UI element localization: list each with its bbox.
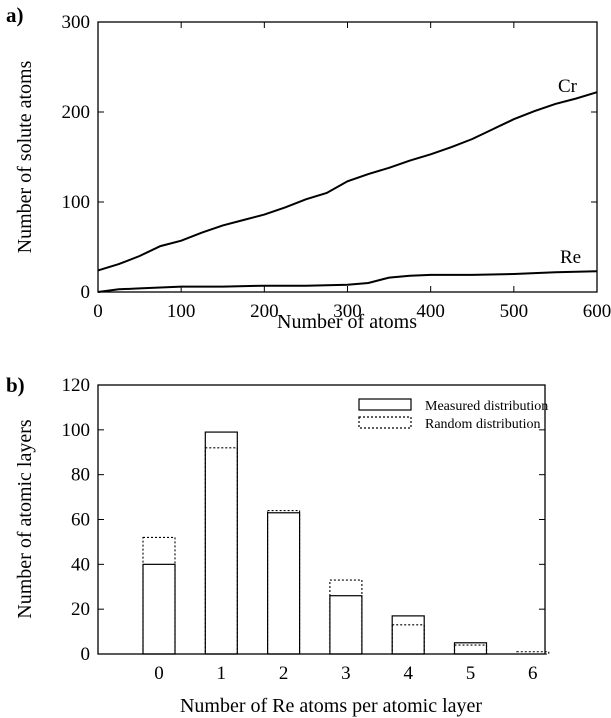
cr-series-label: Cr bbox=[558, 76, 578, 97]
x-tick-label: 0 bbox=[93, 301, 103, 322]
x-tick-label: 5 bbox=[466, 663, 476, 684]
y-tick-label: 80 bbox=[71, 465, 90, 486]
y-tick-label: 100 bbox=[62, 420, 91, 441]
y-tick-label: 60 bbox=[71, 510, 90, 531]
legend-measured-swatch bbox=[358, 398, 412, 411]
y-tick-label: 20 bbox=[71, 599, 90, 620]
panel-b-bars bbox=[142, 431, 550, 655]
panel-b-label: b) bbox=[6, 373, 25, 397]
panel-b-xlabel: Number of Re atoms per atomic layer bbox=[180, 695, 482, 717]
panel-a: a) 0 100 200 300 400 500 600 0 100 200 300 Cr Re N… bbox=[6, 3, 611, 333]
panel-a-series bbox=[97, 91, 598, 293]
x-tick-label: 3 bbox=[341, 663, 351, 684]
y-tick-label: 0 bbox=[81, 282, 91, 303]
y-tick-label: 300 bbox=[62, 12, 91, 33]
y-tick-label: 120 bbox=[62, 375, 91, 396]
x-tick-label: 200 bbox=[250, 301, 279, 322]
cr-series-line bbox=[97, 91, 598, 272]
measured-bar bbox=[453, 642, 488, 655]
y-tick-label: 200 bbox=[62, 102, 91, 123]
x-tick-label: 4 bbox=[403, 663, 413, 684]
panel-a-xlabel: Number of atoms bbox=[277, 311, 417, 333]
x-tick-label: 6 bbox=[528, 663, 538, 684]
random-bar bbox=[204, 447, 238, 655]
legend: Measured distribution Random distributio… bbox=[358, 398, 548, 432]
y-tick-label: 100 bbox=[62, 192, 91, 213]
x-tick-label: 2 bbox=[279, 663, 289, 684]
measured-bar bbox=[142, 563, 176, 655]
panel-b-ticks: 0 20 40 60 80 100 120 0 1 2 3 4 5 6 bbox=[62, 375, 545, 684]
x-tick-label: 100 bbox=[167, 301, 196, 322]
x-tick-label: 300 bbox=[333, 301, 362, 322]
legend-random-swatch bbox=[358, 416, 412, 429]
panel-a-ylabel: Number of solute atoms bbox=[14, 60, 36, 253]
panel-b-plot-frame bbox=[97, 384, 546, 655]
panel-a-plot-frame bbox=[97, 21, 598, 293]
y-tick-label: 40 bbox=[71, 554, 90, 575]
measured-bar bbox=[391, 615, 425, 655]
random-bar bbox=[453, 644, 488, 655]
measured-bar bbox=[267, 512, 301, 655]
panel-b-ylabel: Number of atomic layers bbox=[14, 419, 36, 619]
re-series-line bbox=[97, 270, 598, 293]
random-bar bbox=[516, 651, 550, 655]
re-series-label: Re bbox=[560, 247, 581, 268]
measured-bar bbox=[204, 431, 238, 655]
measured-bar bbox=[329, 595, 363, 655]
random-bar bbox=[267, 509, 301, 655]
x-tick-label: 500 bbox=[500, 301, 529, 322]
random-bar bbox=[142, 536, 176, 655]
x-tick-label: 400 bbox=[416, 301, 445, 322]
panel-b: b) 0 20 40 60 80 100 120 0 1 2 3 4 5 6 Measured distr… bbox=[6, 373, 550, 717]
legend-measured-label: Measured distribution bbox=[425, 399, 548, 414]
y-tick-label: 0 bbox=[81, 644, 91, 665]
panel-a-label: a) bbox=[6, 3, 24, 27]
random-bar bbox=[391, 624, 425, 655]
x-tick-label: 1 bbox=[217, 663, 227, 684]
x-tick-label: 0 bbox=[154, 663, 164, 684]
legend-random-label: Random distribution bbox=[425, 417, 541, 432]
panel-a-ticks: 0 100 200 300 400 500 600 0 100 200 300 bbox=[62, 12, 611, 322]
random-bar bbox=[329, 579, 363, 655]
x-tick-label: 600 bbox=[583, 301, 611, 322]
